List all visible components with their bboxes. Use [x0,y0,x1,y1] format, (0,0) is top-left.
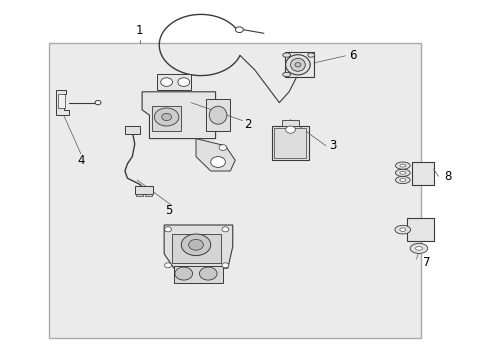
Ellipse shape [400,171,406,174]
Ellipse shape [400,179,406,181]
Ellipse shape [222,263,229,268]
Polygon shape [285,52,314,77]
Ellipse shape [165,263,172,268]
Ellipse shape [395,162,410,169]
Text: 7: 7 [422,256,430,269]
Ellipse shape [189,239,203,250]
Ellipse shape [286,55,310,75]
Bar [407,218,434,241]
Bar [157,74,191,90]
Ellipse shape [181,234,211,256]
Ellipse shape [211,157,225,167]
Bar [125,126,140,134]
Ellipse shape [161,78,172,86]
Ellipse shape [400,164,406,167]
Bar [58,94,65,108]
Text: 3: 3 [329,139,337,152]
Bar [206,99,230,131]
Ellipse shape [286,126,295,133]
Ellipse shape [400,228,406,231]
Bar [412,162,434,185]
Bar [174,266,223,283]
Ellipse shape [219,145,227,150]
Ellipse shape [236,27,244,32]
Ellipse shape [178,78,190,86]
Text: 5: 5 [165,204,173,217]
Bar [172,234,220,263]
Text: 8: 8 [444,170,452,183]
Polygon shape [142,92,216,139]
Ellipse shape [95,100,101,105]
Bar [49,43,421,338]
Ellipse shape [283,53,291,57]
Ellipse shape [295,63,301,67]
Bar [136,194,143,196]
Ellipse shape [410,243,428,253]
Polygon shape [56,90,69,115]
Ellipse shape [199,267,217,280]
Ellipse shape [209,106,227,124]
Ellipse shape [175,267,193,280]
Ellipse shape [291,58,305,71]
Ellipse shape [283,72,291,77]
Polygon shape [164,225,233,268]
Ellipse shape [222,227,229,232]
Ellipse shape [308,53,315,57]
Bar [145,194,152,196]
Ellipse shape [395,225,411,234]
Ellipse shape [395,169,410,176]
Bar [272,126,309,160]
Ellipse shape [416,247,422,250]
Ellipse shape [395,176,410,184]
Polygon shape [196,139,235,171]
Bar [152,106,181,131]
Text: 1: 1 [136,24,144,37]
Bar [274,128,306,158]
Ellipse shape [154,108,179,126]
Bar [135,186,153,194]
Bar [282,120,299,126]
Ellipse shape [162,113,172,121]
Text: 2: 2 [244,118,251,131]
Text: 4: 4 [77,154,85,167]
Text: 6: 6 [349,49,357,62]
Ellipse shape [165,227,172,232]
